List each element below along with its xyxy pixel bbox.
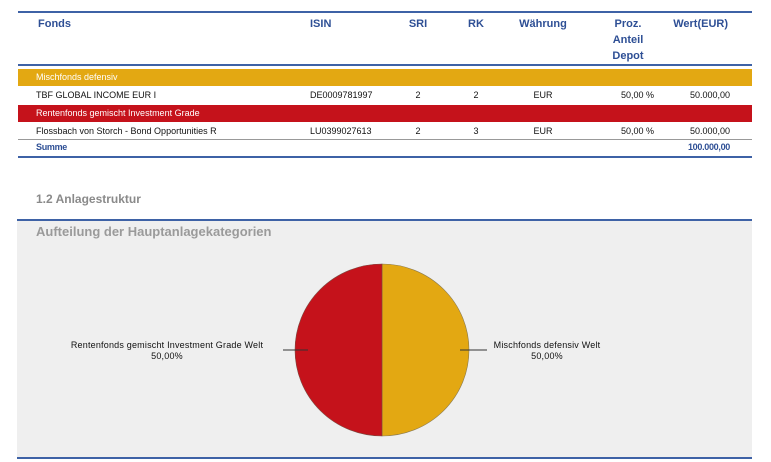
- summe-value: 100.000,00: [687, 142, 730, 152]
- cell-fonds: TBF GLOBAL INCOME EUR I: [36, 90, 157, 100]
- header-proz-line: Proz.: [614, 18, 642, 30]
- chart-panel: Aufteilung der Hauptanlagekategorien Ren…: [17, 219, 752, 459]
- slice-label: Rentenfonds gemischt Investment Grade We…: [70, 340, 264, 350]
- header-isin: ISIN: [310, 18, 332, 30]
- header-bottom-rule: [18, 64, 752, 66]
- pie-slice-mischfonds: [381, 263, 470, 437]
- cell-sri: 2: [415, 90, 421, 100]
- pie-label-mischfonds: Mischfonds defensiv Welt 50,00%: [487, 340, 607, 362]
- header-proz: Proz. Anteil Depot: [598, 16, 658, 64]
- group-band-mischfonds: Mischfonds defensiv: [18, 69, 752, 86]
- chart-title: Aufteilung der Hauptanlagekategorien: [36, 224, 272, 239]
- table-top-rule: [18, 11, 752, 13]
- summe-label: Summe: [36, 142, 68, 152]
- pie-chart: [283, 263, 487, 437]
- section-title: 1.2 Anlagestruktur: [36, 192, 141, 206]
- group-band-rentenfonds: Rentenfonds gemischt Investment Grade: [18, 105, 752, 122]
- cell-proz: 50,00 %: [620, 90, 654, 100]
- cell-wert: 50.000,00: [689, 126, 730, 136]
- header-waehrung: Währung: [519, 18, 567, 30]
- cell-fonds: Flossbach von Storch - Bond Opportunitie…: [36, 126, 217, 136]
- table-row: Flossbach von Storch - Bond Opportunitie…: [0, 123, 771, 140]
- table-bottom-rule: [18, 156, 752, 158]
- cell-isin: LU0399027613: [310, 126, 372, 136]
- group-label: Mischfonds defensiv: [36, 72, 118, 82]
- header-rk: RK: [468, 18, 484, 30]
- cell-rk: 3: [473, 126, 479, 136]
- cell-proz: 50,00 %: [620, 126, 654, 136]
- group-label: Rentenfonds gemischt Investment Grade: [36, 108, 200, 118]
- cell-rk: 2: [473, 90, 479, 100]
- cell-waehrung: EUR: [533, 90, 553, 100]
- pie-slice-rentenfonds: [294, 263, 383, 437]
- table-row: TBF GLOBAL INCOME EUR I DE0009781997 2 2…: [0, 87, 771, 104]
- cell-waehrung: EUR: [533, 126, 553, 136]
- cell-wert: 50.000,00: [689, 90, 730, 100]
- header-fonds: Fonds: [38, 18, 71, 30]
- header-wert: Wert(EUR): [673, 18, 728, 30]
- header-proz-line: Anteil: [612, 34, 644, 46]
- pie-label-rentenfonds: Rentenfonds gemischt Investment Grade We…: [47, 340, 287, 362]
- cell-sri: 2: [415, 126, 421, 136]
- row-divider: [18, 139, 752, 140]
- slice-value: 50,00%: [151, 351, 183, 361]
- slice-value: 50,00%: [531, 351, 563, 361]
- slice-label: Mischfonds defensiv Welt: [493, 340, 601, 350]
- cell-isin: DE0009781997: [310, 90, 373, 100]
- header-sri: SRI: [408, 18, 428, 30]
- header-proz-line: Depot: [612, 50, 644, 62]
